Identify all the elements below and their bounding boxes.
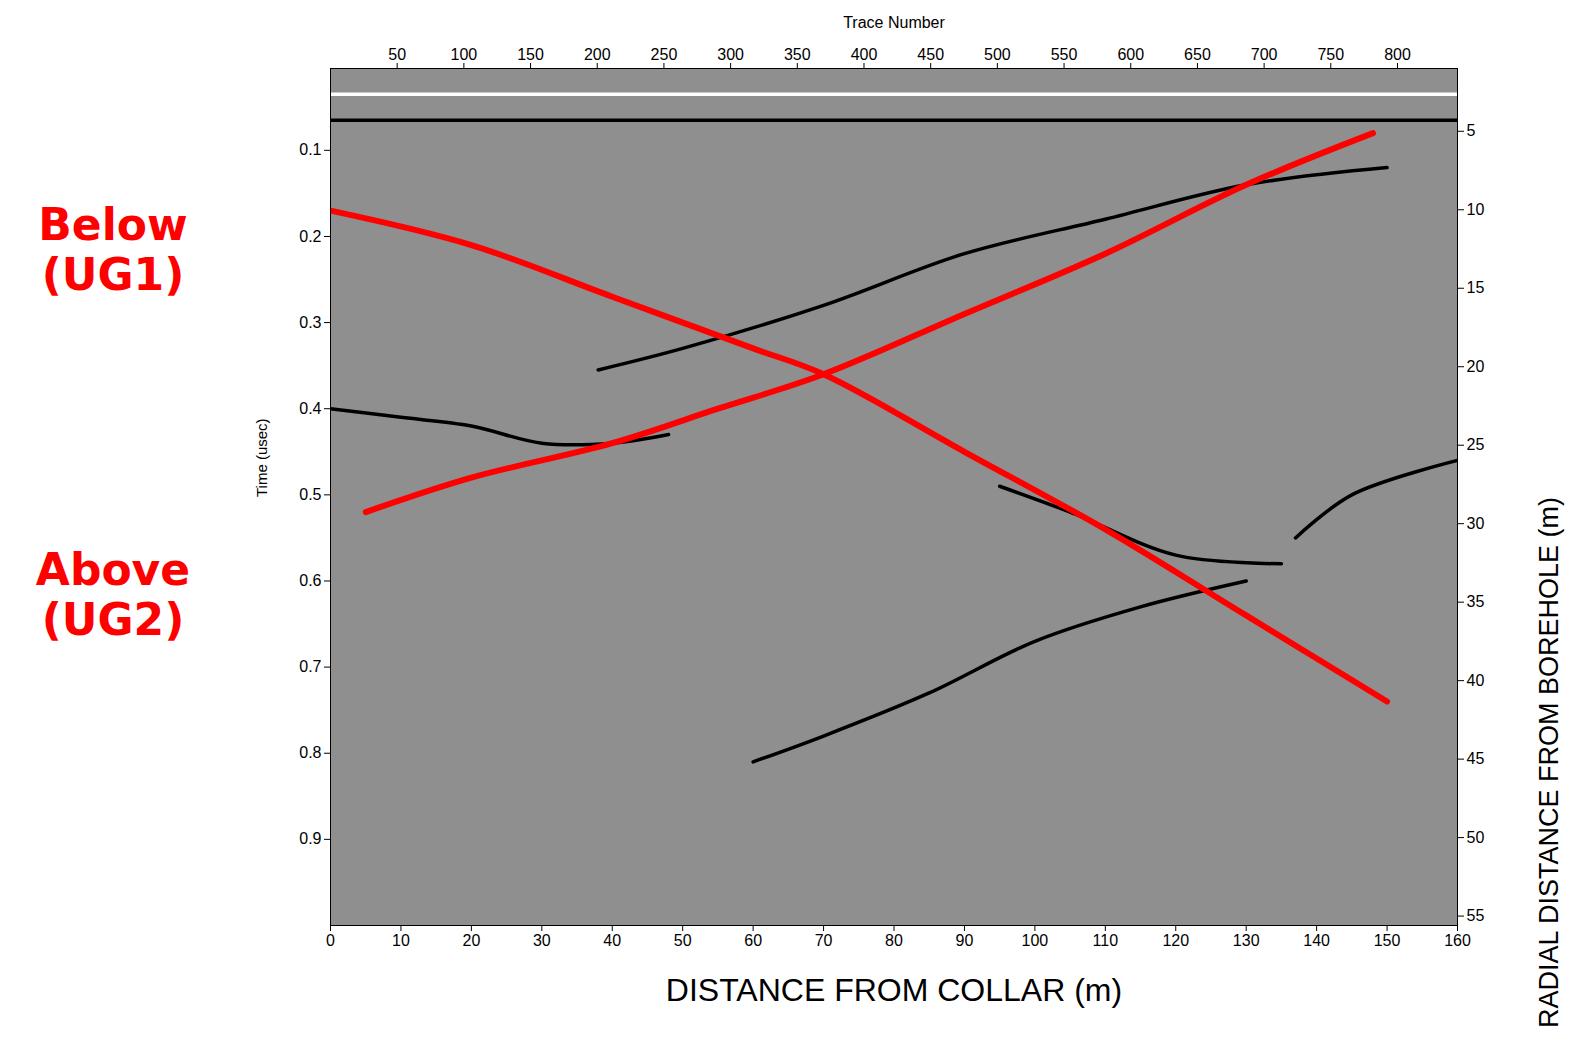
svg-text:400: 400 bbox=[851, 46, 878, 63]
svg-text:450: 450 bbox=[917, 46, 944, 63]
svg-text:20: 20 bbox=[462, 932, 480, 949]
svg-text:160: 160 bbox=[1444, 932, 1471, 949]
svg-text:80: 80 bbox=[885, 932, 903, 949]
svg-text:130: 130 bbox=[1233, 932, 1260, 949]
svg-text:90: 90 bbox=[956, 932, 974, 949]
svg-text:0.3: 0.3 bbox=[299, 314, 321, 331]
svg-text:0.2: 0.2 bbox=[299, 228, 321, 245]
svg-text:140: 140 bbox=[1303, 932, 1330, 949]
svg-text:150: 150 bbox=[517, 46, 544, 63]
svg-text:350: 350 bbox=[784, 46, 811, 63]
svg-text:55: 55 bbox=[1467, 907, 1485, 924]
svg-text:100: 100 bbox=[1022, 932, 1049, 949]
svg-text:120: 120 bbox=[1162, 932, 1189, 949]
svg-text:25: 25 bbox=[1467, 436, 1485, 453]
svg-text:300: 300 bbox=[717, 46, 744, 63]
svg-text:0: 0 bbox=[326, 932, 335, 949]
svg-text:50: 50 bbox=[1467, 829, 1485, 846]
svg-text:0.4: 0.4 bbox=[299, 400, 321, 417]
svg-text:0.6: 0.6 bbox=[299, 572, 321, 589]
svg-text:650: 650 bbox=[1184, 46, 1211, 63]
svg-text:50: 50 bbox=[674, 932, 692, 949]
svg-text:15: 15 bbox=[1467, 279, 1485, 296]
svg-text:10: 10 bbox=[392, 932, 410, 949]
svg-text:200: 200 bbox=[584, 46, 611, 63]
svg-text:550: 550 bbox=[1051, 46, 1078, 63]
svg-text:Trace Number: Trace Number bbox=[843, 14, 945, 31]
svg-text:60: 60 bbox=[744, 932, 762, 949]
svg-text:0.1: 0.1 bbox=[299, 141, 321, 158]
svg-text:5: 5 bbox=[1467, 122, 1476, 139]
html-text:Above: Above bbox=[35, 544, 191, 595]
svg-text:RADIAL DISTANCE FROM BOREHOLE: RADIAL DISTANCE FROM BOREHOLE (m) bbox=[1534, 497, 1564, 1028]
svg-text:0.9: 0.9 bbox=[299, 830, 321, 847]
svg-text:40: 40 bbox=[603, 932, 621, 949]
svg-text:700: 700 bbox=[1251, 46, 1278, 63]
svg-text:800: 800 bbox=[1384, 46, 1411, 63]
svg-text:10: 10 bbox=[1467, 201, 1485, 218]
svg-text:45: 45 bbox=[1467, 750, 1485, 767]
svg-text:600: 600 bbox=[1117, 46, 1144, 63]
svg-text:0.8: 0.8 bbox=[299, 744, 321, 761]
svg-text:20: 20 bbox=[1467, 358, 1485, 375]
svg-text:250: 250 bbox=[651, 46, 678, 63]
svg-text:40: 40 bbox=[1467, 672, 1485, 689]
svg-text:30: 30 bbox=[1467, 515, 1485, 532]
svg-text:30: 30 bbox=[533, 932, 551, 949]
svg-text:70: 70 bbox=[815, 932, 833, 949]
html-text:Below: Below bbox=[38, 199, 188, 250]
svg-text:750: 750 bbox=[1317, 46, 1344, 63]
svg-text:0.5: 0.5 bbox=[299, 486, 321, 503]
svg-text:50: 50 bbox=[388, 46, 406, 63]
svg-text:Time (usec): Time (usec) bbox=[253, 418, 270, 497]
svg-text:500: 500 bbox=[984, 46, 1011, 63]
svg-text:0.7: 0.7 bbox=[299, 658, 321, 675]
svg-text:150: 150 bbox=[1374, 932, 1401, 949]
html-text:(UG2): (UG2) bbox=[41, 594, 185, 645]
svg-text:35: 35 bbox=[1467, 593, 1485, 610]
html-text:(UG1): (UG1) bbox=[41, 249, 185, 300]
svg-text:110: 110 bbox=[1093, 932, 1119, 949]
svg-text:DISTANCE FROM COLLAR (m): DISTANCE FROM COLLAR (m) bbox=[666, 972, 1122, 1008]
svg-text:100: 100 bbox=[451, 46, 478, 63]
